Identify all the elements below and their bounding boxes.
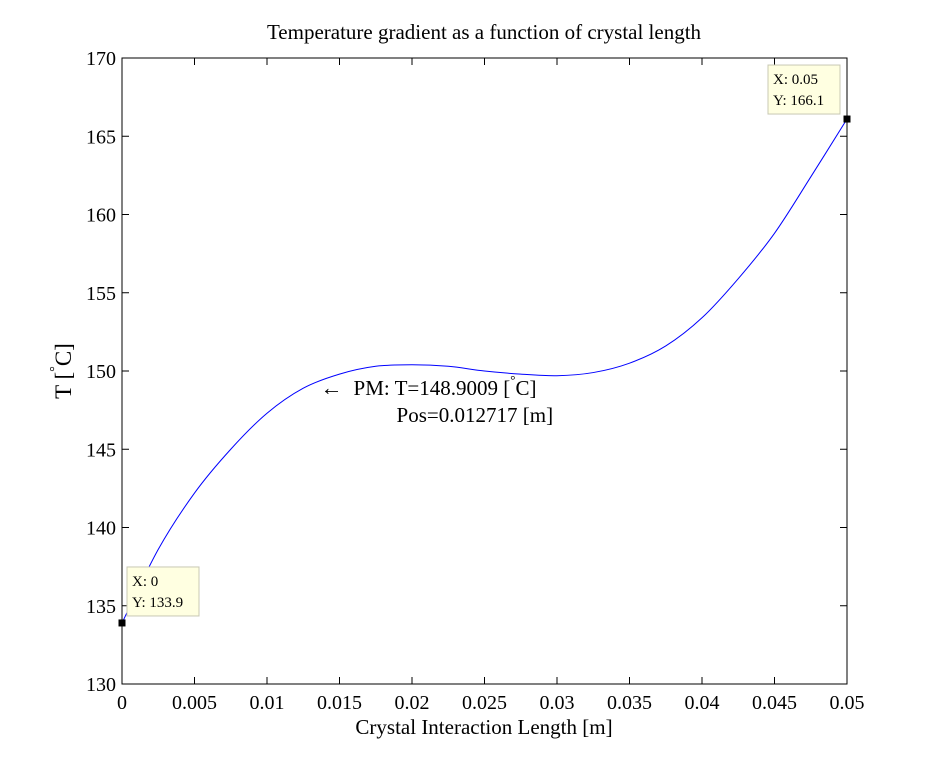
y-axis-label-unit: C] — [51, 343, 76, 366]
x-tick-label: 0.025 — [462, 692, 507, 714]
y-tick-label: 165 — [86, 126, 116, 148]
x-tick-label: 0.035 — [607, 692, 652, 714]
y-tick-label: 170 — [86, 48, 116, 70]
x-axis-ticks: 0 0.005 0.01 0.015 0.02 0.025 0.03 0.035 0.04 0.0… — [117, 58, 865, 714]
annotation-line-1-end: C] — [515, 376, 536, 400]
datatip-marker[interactable] — [118, 619, 126, 627]
annotation-line-1-text: PM: T=148.9009 [ — [354, 376, 511, 400]
annotation-line-1: PM: T=148.9009 [°C] — [354, 372, 537, 400]
datatip-box — [126, 566, 200, 617]
datatips: X: 0 Y: 133.9 X: 0.05 Y: 166.1 — [118, 64, 851, 627]
x-axis-label: Crystal Interaction Length [m] — [355, 715, 612, 739]
x-tick-label: 0.015 — [317, 692, 362, 714]
y-tick-label: 155 — [86, 283, 116, 305]
x-tick-label: 0.045 — [752, 692, 797, 714]
datatip-x-label: X: 0 — [132, 574, 158, 590]
datatip-y-label: Y: 166.1 — [773, 93, 824, 109]
x-tick-label: 0.05 — [830, 692, 865, 714]
y-tick-label: 130 — [86, 674, 116, 696]
x-tick-label: 0.005 — [172, 692, 217, 714]
y-axis-label: T [°C] — [48, 343, 76, 399]
annotation-arrow: ← — [321, 375, 343, 400]
x-tick-label: 0.03 — [540, 692, 575, 714]
svg-text:T [°C]: T [°C] — [48, 343, 76, 399]
datatip-box — [767, 64, 841, 115]
y-tick-label: 160 — [86, 205, 116, 227]
x-tick-label: 0.02 — [395, 692, 430, 714]
degree-symbol: ° — [48, 366, 63, 372]
datatip-y-label: Y: 133.9 — [132, 595, 183, 611]
y-axis-label-base: T [ — [51, 372, 76, 399]
y-tick-label: 140 — [86, 518, 116, 540]
x-tick-label: 0.01 — [250, 692, 285, 714]
chart-title: Temperature gradient as a function of cr… — [267, 20, 702, 44]
pm-annotation: ← PM: T=148.9009 [°C] Pos=0.012717 [m] — [321, 372, 554, 427]
y-tick-label: 145 — [86, 439, 116, 461]
y-tick-label: 150 — [86, 361, 116, 383]
datatip-x-label: X: 0.05 — [773, 72, 818, 88]
datatip-marker[interactable] — [843, 115, 851, 123]
series-line-temperature — [121, 118, 848, 624]
x-tick-label: 0.04 — [685, 692, 720, 714]
annotation-line-2: Pos=0.012717 [m] — [397, 403, 554, 427]
y-tick-label: 135 — [86, 596, 116, 618]
y-axis-ticks: 130 135 140 145 150 155 160 165 170 — [86, 48, 847, 696]
annotation-degree: ° — [510, 372, 515, 387]
x-tick-label: 0 — [117, 692, 127, 714]
